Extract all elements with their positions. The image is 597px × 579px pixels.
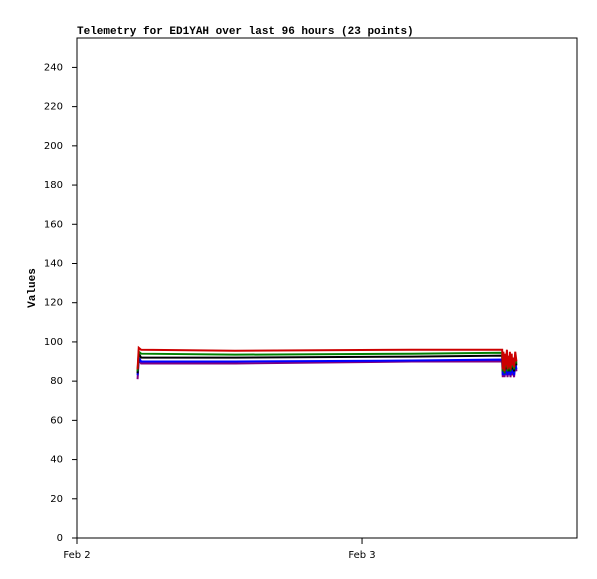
y-tick-label: 0: [57, 533, 63, 544]
y-tick-label: 200: [44, 141, 63, 152]
chart-title: Telemetry for ED1YAH over last 96 hours …: [77, 26, 414, 38]
y-axis-label: Values: [27, 268, 39, 308]
series-line: [136, 345, 518, 372]
y-tick-label: 220: [44, 102, 63, 113]
y-tick-label: 140: [44, 258, 63, 269]
y-tick-label: 240: [44, 62, 63, 73]
y-tick-label: 20: [50, 494, 63, 505]
y-tick-label: 40: [50, 455, 63, 466]
y-tick-label: 180: [44, 180, 63, 191]
y-tick-label: 60: [50, 415, 63, 426]
x-tick-label: Feb 2: [63, 550, 90, 561]
plot-frame: [76, 37, 578, 539]
y-tick-label: 80: [50, 376, 63, 387]
series-line: [136, 354, 518, 376]
y-tick-label: 100: [44, 337, 63, 348]
y-tick-label: 120: [44, 298, 63, 309]
y-tick-label: 160: [44, 219, 63, 230]
x-tick-label: Feb 3: [348, 550, 375, 561]
